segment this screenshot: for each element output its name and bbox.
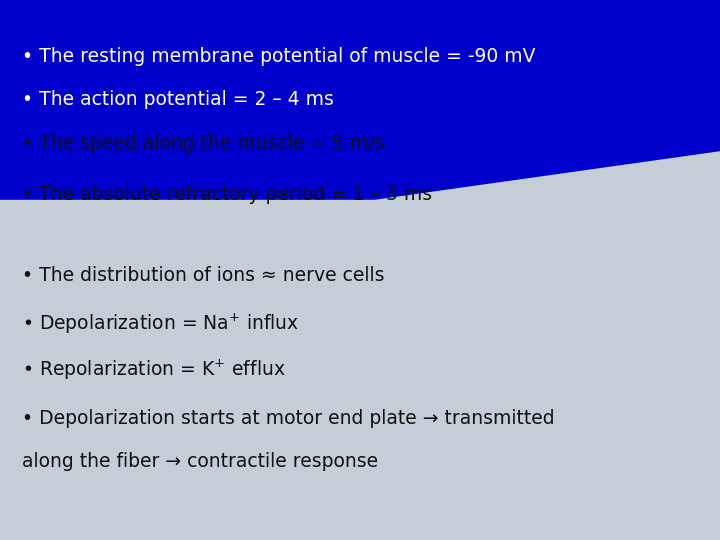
Text: • Depolarization starts at motor end plate → transmitted: • Depolarization starts at motor end pla…	[22, 409, 554, 428]
Text: • The action potential = 2 – 4 ms: • The action potential = 2 – 4 ms	[22, 90, 333, 110]
Text: along the fiber → contractile response: along the fiber → contractile response	[22, 452, 378, 471]
Text: • Repolarization = K$^{+}$ efflux: • Repolarization = K$^{+}$ efflux	[22, 358, 285, 382]
Text: • The speed along the muscle = 5 m/s: • The speed along the muscle = 5 m/s	[22, 133, 384, 153]
Text: • The resting membrane potential of muscle = -90 mV: • The resting membrane potential of musc…	[22, 47, 535, 66]
Text: • Depolarization = Na$^{+}$ influx: • Depolarization = Na$^{+}$ influx	[22, 312, 299, 336]
Text: • The distribution of ions ≈ nerve cells: • The distribution of ions ≈ nerve cells	[22, 266, 384, 285]
Polygon shape	[0, 0, 720, 200]
Text: • The absolute refractory period = 1 – 3 ms: • The absolute refractory period = 1 – 3…	[22, 185, 432, 204]
